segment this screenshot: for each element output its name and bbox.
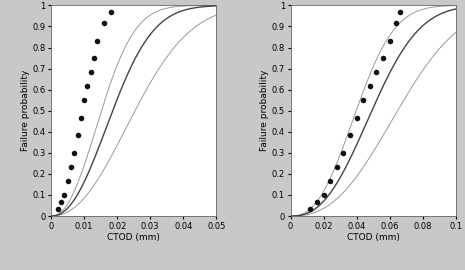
- Y-axis label: Failure probability: Failure probability: [260, 70, 269, 151]
- X-axis label: CTOD (mm): CTOD (mm): [347, 233, 399, 242]
- Y-axis label: Failure probability: Failure probability: [20, 70, 30, 151]
- X-axis label: CTOD (mm): CTOD (mm): [107, 233, 160, 242]
